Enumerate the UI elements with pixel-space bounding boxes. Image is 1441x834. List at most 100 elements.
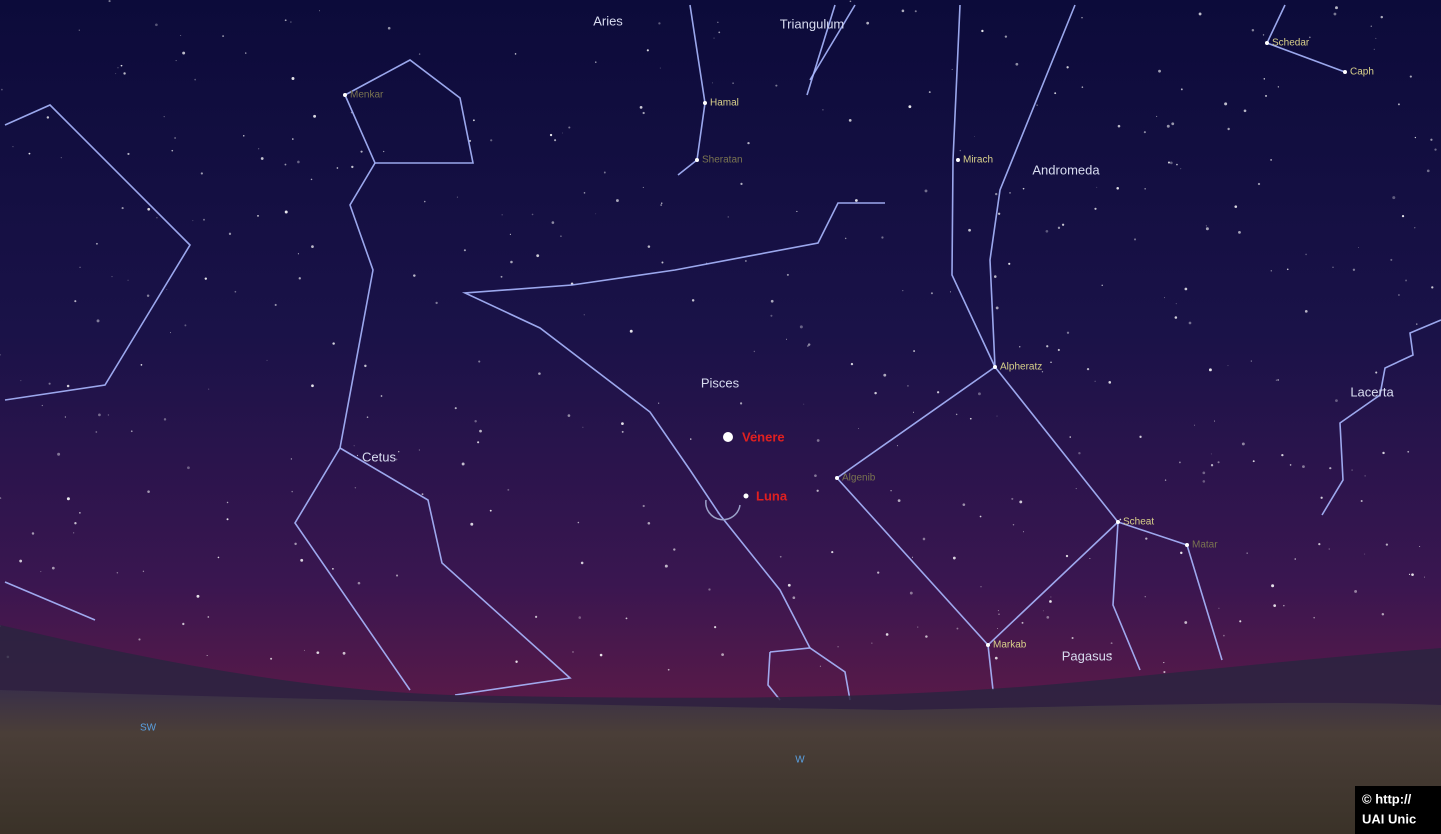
bg-star [1158,70,1161,73]
bg-star [1072,637,1074,639]
bg-star [1270,159,1272,161]
bg-star [1358,247,1359,248]
bg-star [192,220,193,221]
bg-star [925,189,928,192]
bg-star [1294,558,1296,560]
bg-star [1258,183,1260,185]
bg-star [1011,498,1013,500]
bg-star [1145,537,1147,539]
bg-star [923,538,926,541]
bg-star [1251,361,1252,362]
bg-star [477,441,479,443]
bg-star [1416,323,1417,324]
bg-star [1398,294,1400,296]
bg-star [581,562,584,565]
bg-star [1087,368,1089,370]
bg-star [52,567,55,570]
bg-star [311,384,314,387]
bg-star [388,27,391,30]
bg-star [73,532,74,533]
bg-star [143,571,144,572]
bg-star [184,324,186,326]
bg-star [913,350,915,352]
bg-star [1332,267,1333,268]
bg-star [820,666,821,667]
bg-star [1168,161,1170,163]
bg-star [29,153,31,155]
bg-star [67,497,70,500]
bg-star [354,445,355,446]
bg-star [203,219,205,221]
bg-star [660,204,662,206]
constellation-label: Pagasus [1062,648,1113,663]
bg-star [998,213,1000,215]
bg-star [396,574,398,576]
bg-star [1354,590,1357,593]
bg-star [270,658,272,660]
bg-star [332,568,334,570]
bg-star [1194,425,1195,426]
bg-star [1144,131,1146,133]
bg-star [1419,546,1420,547]
bg-star [1069,436,1071,438]
bg-star [1430,139,1432,141]
bg-star [367,416,369,418]
bg-star [1076,488,1077,489]
bg-star [630,330,633,333]
bg-star [803,404,804,405]
bg-star [1238,231,1241,234]
bg-star [1050,596,1051,597]
bg-star [661,203,662,204]
bg-star [786,339,787,340]
bg-star [462,463,465,466]
bg-star [956,414,958,416]
bg-star [128,280,129,281]
bg-star [131,430,133,432]
bg-star [197,595,200,598]
bg-star [208,389,209,390]
bg-star [787,274,789,276]
bg-star [227,502,228,503]
bg-star [1049,600,1052,603]
bg-star [419,450,420,451]
bg-star [1228,365,1229,366]
bg-star [1139,436,1141,438]
bg-star [1111,642,1113,644]
bg-star [822,109,823,110]
bg-star [717,22,718,23]
bg-star [98,414,101,417]
bg-star [1302,465,1305,468]
bg-star [1171,122,1174,125]
bg-star [910,592,913,595]
bg-star [176,60,177,61]
bg-star [355,487,356,488]
bg-star [968,229,971,232]
constellation-label: Triangulum [780,16,845,31]
bg-star [138,638,140,640]
bg-star [883,374,886,377]
bg-star [1023,531,1024,532]
bg-star [937,391,939,393]
bg-star [1206,227,1209,230]
bg-star [243,135,244,136]
bg-star [1005,35,1007,37]
star-label: Markab [993,640,1027,651]
bg-star [174,137,176,139]
bg-star [19,560,22,563]
bg-star [1022,622,1024,624]
bg-star [668,669,670,671]
bg-star [383,151,384,152]
sky-view: AriesTriangulumAndromedaPiscesCetusPagas… [0,0,1441,834]
bg-star [1058,227,1060,229]
bg-star [1375,371,1377,373]
bg-star [1390,259,1392,261]
bg-star [47,116,49,118]
bg-star [1176,164,1178,166]
bg-star [584,314,585,315]
bg-star [908,105,911,108]
bg-star [562,133,563,134]
bg-star [643,112,645,114]
bg-star [108,0,110,2]
bg-star [658,403,659,404]
bg-star [1335,6,1338,9]
